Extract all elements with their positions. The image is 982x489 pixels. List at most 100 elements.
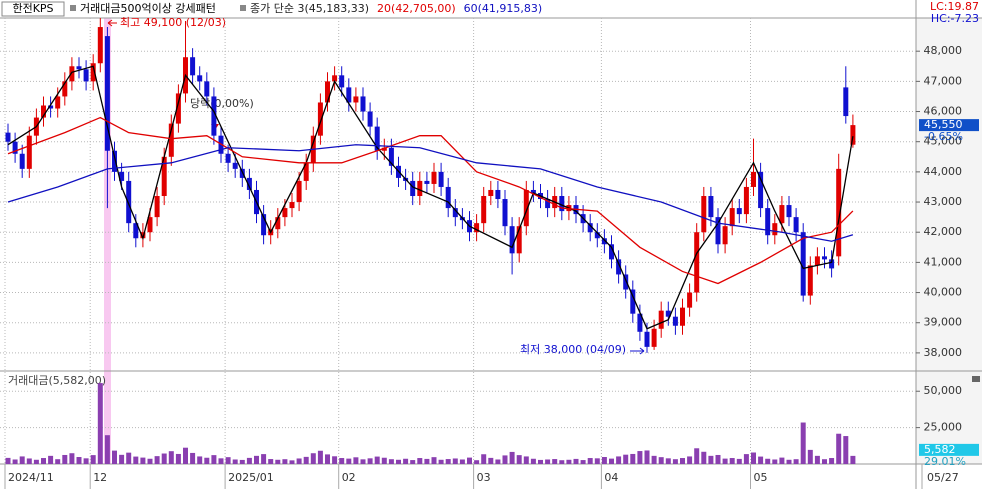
candle-body bbox=[438, 171, 444, 187]
volume-bar bbox=[609, 458, 614, 464]
volume-bar bbox=[822, 459, 827, 464]
x-tick-label: 2024/11 bbox=[8, 471, 54, 484]
volume-bar bbox=[239, 459, 245, 464]
marker bbox=[70, 5, 76, 11]
volume-bar bbox=[779, 457, 785, 464]
candle-body bbox=[637, 313, 643, 332]
volume-bar bbox=[665, 458, 671, 464]
volume-bar bbox=[729, 458, 735, 464]
candle-body bbox=[154, 196, 160, 218]
volume-bar bbox=[254, 455, 259, 464]
candle-body bbox=[807, 265, 813, 296]
candle-body bbox=[190, 57, 196, 76]
candle-body bbox=[800, 232, 806, 296]
y-tick-label: 44,000 bbox=[924, 165, 963, 178]
volume-bar bbox=[488, 457, 494, 464]
candle-body bbox=[445, 186, 451, 209]
volume-bar bbox=[793, 459, 799, 464]
candle-body bbox=[140, 232, 146, 239]
volume-bar bbox=[573, 458, 579, 464]
candle-body bbox=[261, 214, 267, 236]
volume-bar bbox=[90, 455, 96, 464]
candle-body bbox=[275, 217, 281, 230]
candle-body bbox=[76, 66, 82, 70]
candle-body bbox=[452, 208, 458, 218]
candle-body bbox=[204, 81, 210, 97]
subtitle: 거래대금500억이상 강세패턴 bbox=[80, 2, 216, 15]
candle-body bbox=[594, 232, 600, 239]
volume-bar bbox=[765, 458, 771, 464]
volume-bar bbox=[310, 453, 316, 464]
volume-bar bbox=[410, 460, 416, 464]
x-tick-label: 2025/01 bbox=[228, 471, 274, 484]
candle-body bbox=[694, 232, 700, 293]
y-tick-label: 40,000 bbox=[924, 286, 963, 299]
volume-bar bbox=[722, 458, 728, 464]
candle-body bbox=[786, 205, 792, 218]
volume-bar bbox=[474, 460, 480, 464]
volume-bar bbox=[552, 459, 558, 464]
title-box bbox=[1, 1, 65, 17]
volume-bar bbox=[445, 459, 451, 464]
ma-line bbox=[7, 116, 854, 285]
candle-body bbox=[481, 196, 487, 224]
volume-bar bbox=[814, 455, 820, 464]
max-annotation: 최고 49,100 (12/03) bbox=[120, 16, 226, 29]
volume-bar bbox=[296, 458, 302, 464]
candle-body bbox=[651, 328, 657, 347]
volume-bar bbox=[495, 459, 501, 464]
volume-bar bbox=[289, 460, 295, 464]
volume-bar bbox=[232, 459, 238, 464]
volume-bar bbox=[140, 457, 146, 464]
volume-bar bbox=[417, 458, 423, 464]
volume-bar bbox=[431, 457, 437, 464]
candle-body bbox=[83, 69, 89, 82]
volume-bar bbox=[758, 456, 764, 464]
candle-body bbox=[630, 289, 636, 314]
candle-body bbox=[126, 180, 132, 224]
volume-bar bbox=[374, 456, 380, 464]
candle-body bbox=[5, 132, 11, 142]
volume-bar bbox=[623, 454, 629, 464]
candle-body bbox=[104, 36, 110, 151]
volume-ratio-label: 29.01% bbox=[924, 455, 966, 468]
y-tick-label: 50,000 bbox=[924, 384, 963, 397]
candle-body bbox=[516, 226, 522, 254]
volume-bar bbox=[388, 459, 394, 464]
volume-bar bbox=[403, 458, 409, 464]
volume-bar bbox=[26, 458, 32, 464]
volume-bar bbox=[644, 450, 650, 464]
y-tick-label: 42,000 bbox=[924, 225, 963, 238]
volume-bar bbox=[786, 459, 792, 464]
volume-bar bbox=[516, 455, 522, 464]
volume-bar bbox=[694, 448, 700, 464]
candle-body bbox=[644, 331, 650, 347]
volume-bar bbox=[5, 457, 11, 464]
candle-body bbox=[12, 141, 18, 154]
panel-button[interactable] bbox=[972, 376, 980, 382]
candle-body bbox=[246, 177, 252, 190]
volume-bar bbox=[467, 457, 472, 464]
candle-body bbox=[133, 223, 139, 239]
volume-bar bbox=[268, 459, 274, 464]
volume-bar bbox=[303, 456, 309, 464]
volume-bar bbox=[502, 455, 508, 464]
volume-bar bbox=[850, 455, 856, 464]
candle-body bbox=[836, 168, 842, 257]
volume-bar bbox=[701, 451, 707, 464]
volume-bar bbox=[545, 459, 551, 464]
candle-body bbox=[69, 66, 75, 82]
volume-bar bbox=[183, 447, 188, 464]
volume-bar bbox=[601, 457, 607, 464]
candle-body bbox=[374, 126, 380, 151]
candle-body bbox=[708, 196, 714, 218]
y-tick-label: 47,000 bbox=[924, 74, 963, 87]
candle-body bbox=[623, 274, 629, 290]
candle-body bbox=[609, 244, 614, 260]
ma-line bbox=[7, 65, 854, 330]
candle-body bbox=[48, 105, 54, 109]
volume-bar bbox=[190, 452, 196, 464]
candle-body bbox=[339, 75, 345, 88]
